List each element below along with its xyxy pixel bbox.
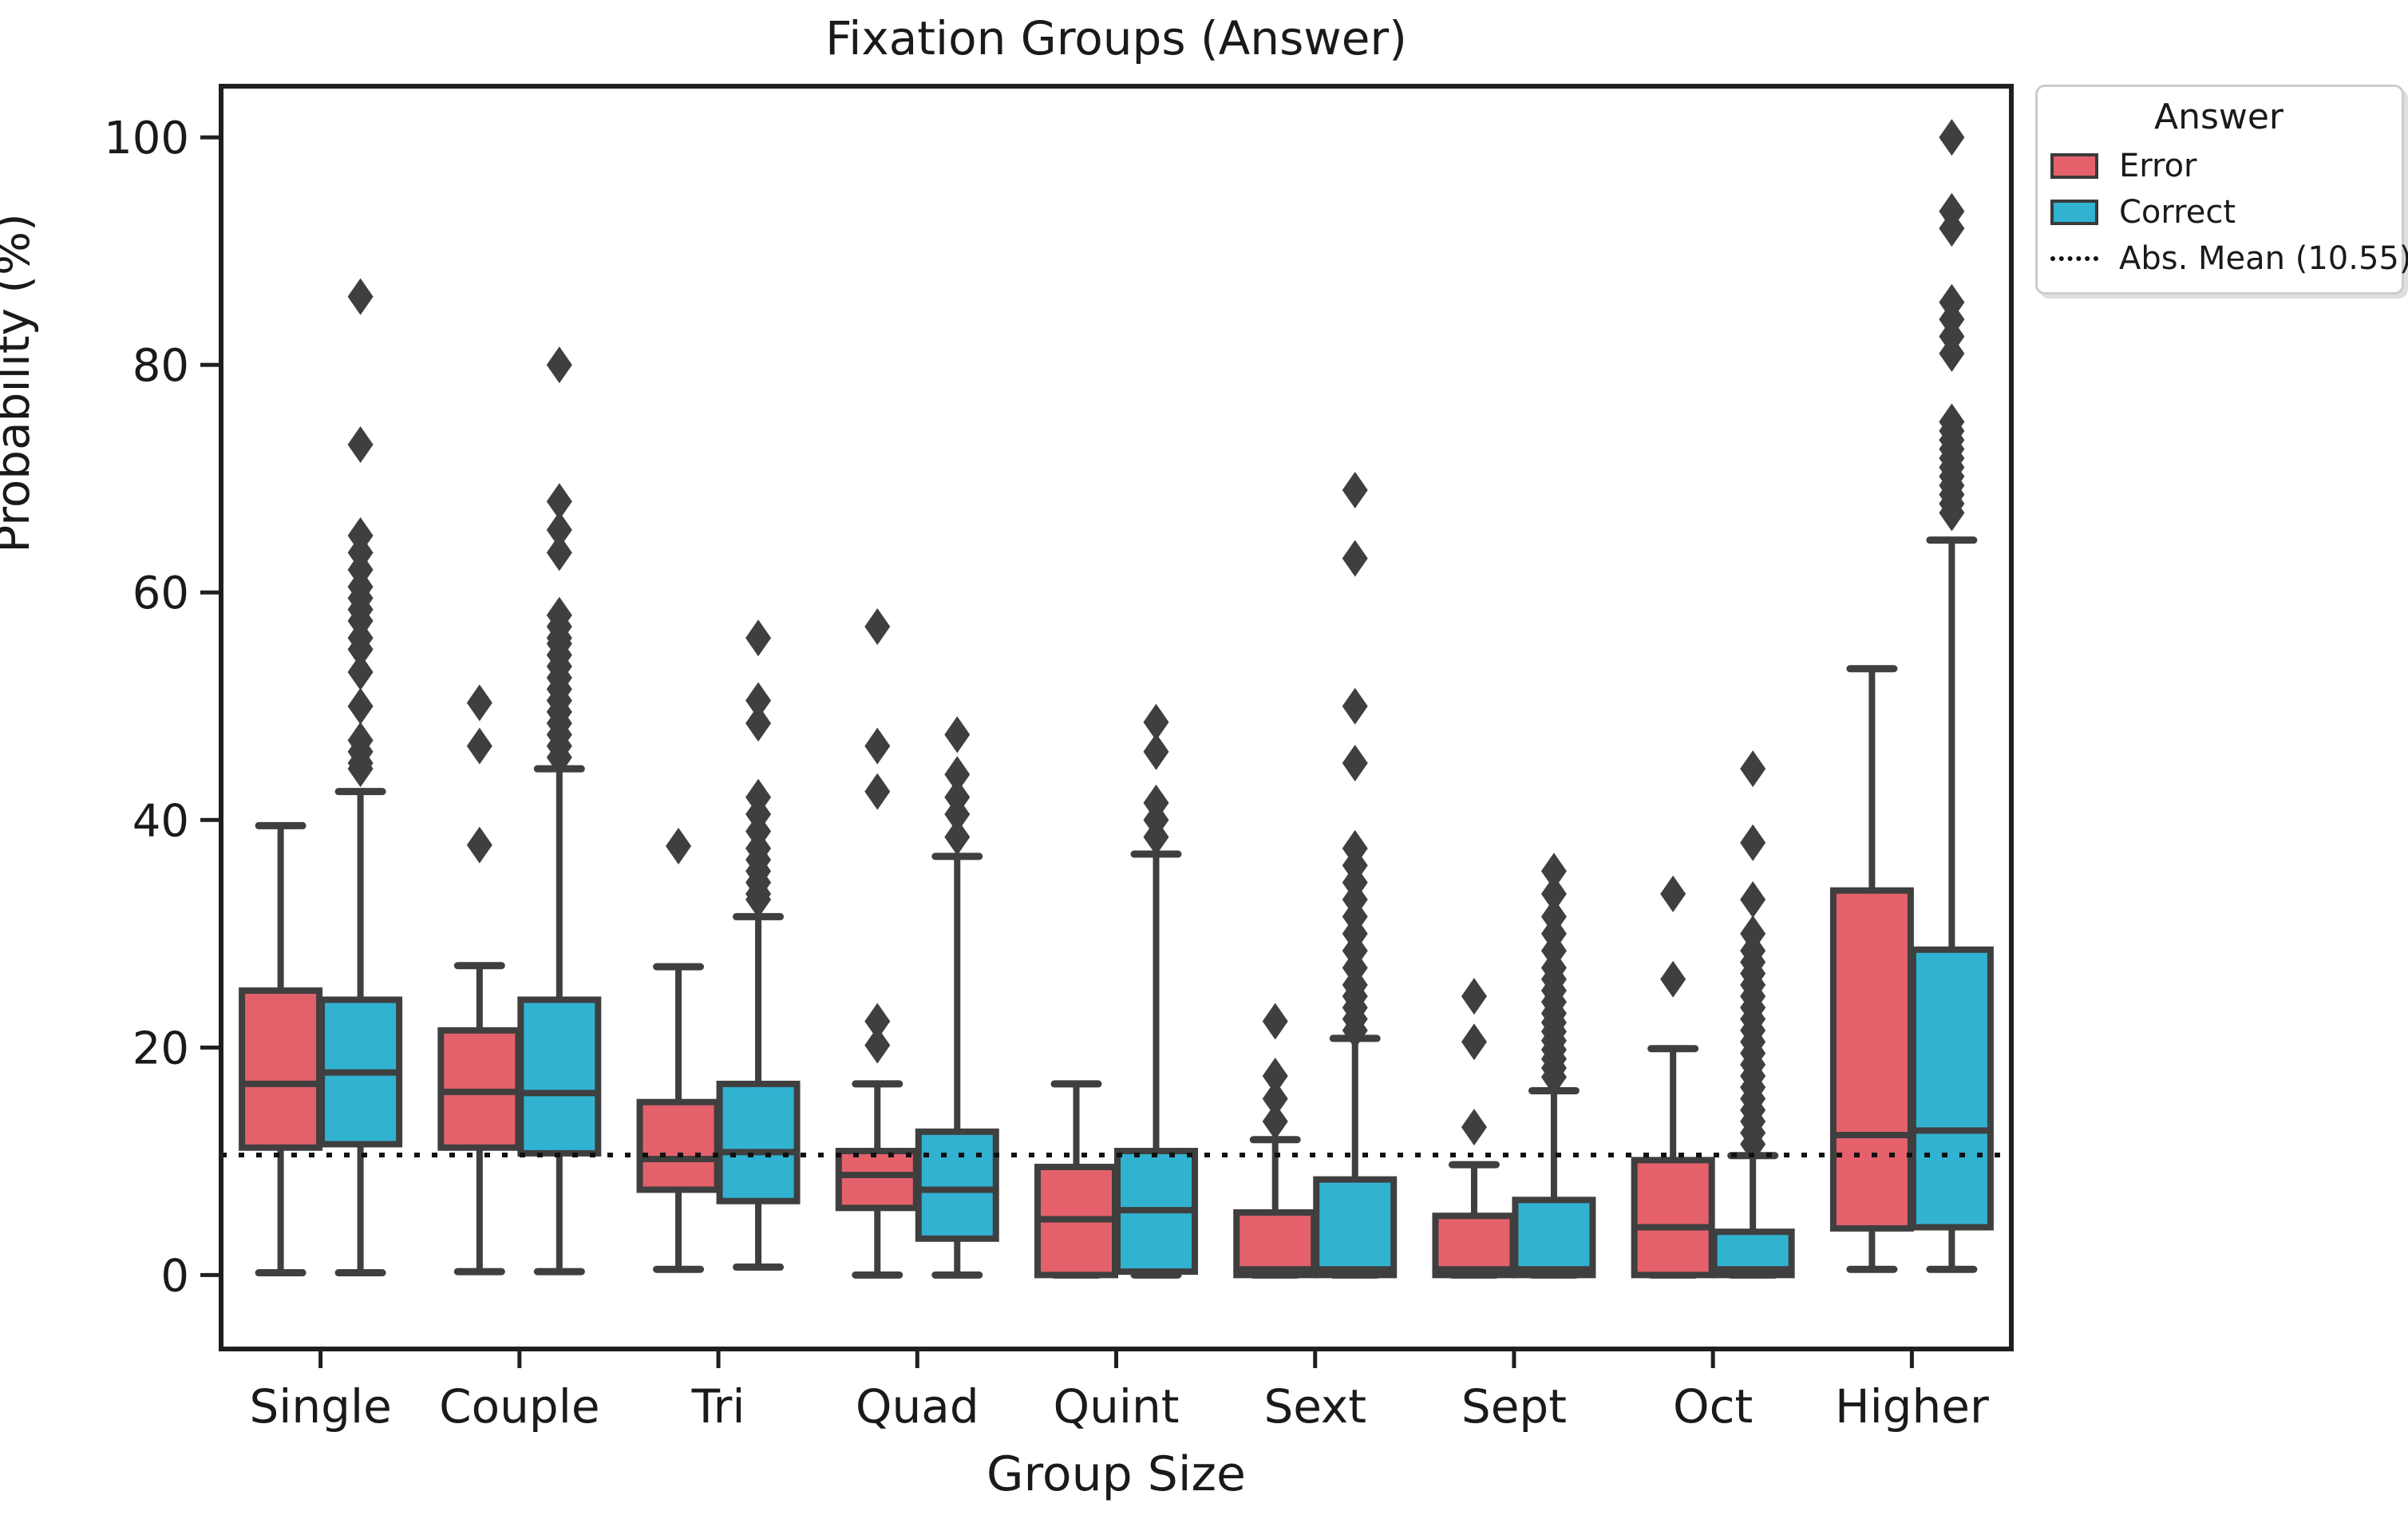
box-error-sept-outlier-diamond	[1461, 1023, 1487, 1061]
box-correct-oct-outlier-diamond	[1740, 881, 1766, 919]
y-tick-label: 0	[160, 1250, 189, 1302]
box-correct-oct-outlier-diamond	[1740, 1125, 1766, 1163]
box-correct-couple-outlier-diamond	[546, 738, 572, 776]
x-tick-label: Higher	[1835, 1379, 1989, 1434]
legend-item-label: Error	[2119, 148, 2197, 184]
box-correct-single-outlier-diamond	[347, 750, 374, 788]
box-error-quad	[835, 1148, 919, 1212]
correct-swatch-icon	[2050, 200, 2098, 225]
box-correct-quad-outlier-diamond	[944, 796, 971, 833]
box-error-quad-outlier-diamond	[864, 727, 891, 765]
box-correct-sept-outlier-diamond	[1540, 852, 1567, 890]
legend-item-label: Abs. Mean (10.55)	[2119, 240, 2408, 277]
box-correct-quad-outlier-diamond	[944, 818, 971, 856]
x-tick-label: Oct	[1673, 1379, 1753, 1434]
box-error-sext-outlier-diamond	[1262, 1003, 1288, 1040]
box-correct-tri-outlier-diamond	[745, 881, 772, 919]
legend-item-mean: Abs. Mean (10.55)	[2050, 240, 2408, 277]
y-tick-label: 100	[104, 113, 189, 164]
box-correct-quint-outlier-diamond	[1143, 733, 1169, 770]
box-correct-sept-outlier-diamond	[1540, 875, 1567, 912]
box-correct-single-outlier-diamond	[347, 687, 374, 725]
x-tick-label: Tri	[691, 1379, 745, 1434]
box-error-oct	[1631, 1157, 1715, 1279]
x-tick-label: Sext	[1263, 1379, 1366, 1434]
box-correct-higher-outlier-diamond	[1939, 494, 1965, 532]
box-error-tri	[636, 1098, 721, 1193]
legend-title: Answer	[2153, 97, 2284, 137]
x-tick-label: Couple	[439, 1379, 599, 1434]
box-error-sept-outlier-diamond	[1461, 978, 1487, 1015]
y-tick-label: 80	[132, 340, 189, 392]
y-tick-label: 60	[132, 568, 189, 619]
box-error-sext-outlier-diamond	[1262, 1080, 1288, 1117]
y-tick-label: 20	[132, 1023, 189, 1074]
box-error-couple-outlier-diamond	[466, 684, 492, 722]
box-correct-higher-outlier-diamond	[1939, 119, 1965, 156]
box-error-tri-outlier-diamond	[666, 828, 692, 865]
legend-item-error: Error	[2050, 148, 2387, 184]
box-correct-tri-outlier-diamond	[745, 705, 772, 742]
box-error-couple-outlier-diamond	[466, 727, 492, 765]
box-correct-quint-outlier-diamond	[1143, 703, 1169, 741]
box-correct-sext-outlier-diamond	[1342, 687, 1368, 725]
box-correct-single-outlier-diamond	[347, 653, 374, 690]
box-correct-sext-outlier-diamond	[1342, 745, 1368, 782]
box-correct-oct-outlier-diamond	[1740, 824, 1766, 861]
box-correct-sext-outlier-diamond	[1342, 1011, 1368, 1049]
box-correct-tri-outlier-diamond	[745, 682, 772, 719]
box-correct-higher	[1909, 946, 1994, 1231]
box-correct-couple	[517, 996, 602, 1157]
y-tick-label: 40	[132, 795, 189, 847]
box-correct-quad	[915, 1128, 999, 1242]
box-error-quad-outlier-diamond	[864, 773, 891, 810]
box-error-sept-outlier-diamond	[1461, 1109, 1487, 1146]
plot-border	[219, 84, 2014, 1351]
box-error-sext-outlier-diamond	[1262, 1102, 1288, 1140]
box-error-oct-outlier-diamond	[1660, 960, 1686, 998]
x-axis-label: Group Size	[987, 1446, 1246, 1502]
x-tick-label: Quint	[1053, 1379, 1179, 1434]
box-correct-sept	[1512, 1197, 1596, 1279]
box-correct-sext	[1313, 1176, 1398, 1279]
dotted-line-icon	[2050, 256, 2098, 261]
box-error-sext-outlier-diamond	[1262, 1057, 1288, 1094]
box-correct-single-outlier-diamond	[347, 425, 374, 463]
legend-item-correct: Correct	[2050, 194, 2387, 231]
error-swatch-icon	[2050, 153, 2098, 179]
box-correct-quad-outlier-diamond	[944, 716, 971, 754]
box-correct-couple-outlier-diamond	[546, 483, 572, 520]
box-error-quad-outlier-diamond	[864, 607, 891, 645]
legend: Answer Error Correct Abs. Mean (10.55)	[2035, 85, 2408, 295]
legend-item-label: Correct	[2119, 194, 2236, 231]
x-tick-label: Sept	[1461, 1379, 1567, 1434]
box-error-couple-outlier-diamond	[466, 826, 492, 864]
box-error-quad-outlier-diamond	[864, 1026, 891, 1064]
box-correct-tri	[716, 1080, 801, 1204]
box-correct-sept-outlier-diamond	[1540, 1058, 1567, 1096]
box-error-higher	[1829, 887, 1914, 1232]
box-correct-couple-outlier-diamond	[546, 534, 572, 572]
box-correct-oct-outlier-diamond	[1740, 750, 1766, 788]
box-correct-single-outlier-diamond	[347, 278, 374, 315]
box-error-single	[239, 987, 323, 1151]
box-error-sext	[1233, 1208, 1318, 1279]
box-correct-higher-outlier-diamond	[1939, 210, 1965, 247]
box-correct-single-outlier-diamond	[347, 631, 374, 668]
box-error-quad-outlier-diamond	[864, 1003, 891, 1040]
box-correct-couple-outlier-diamond	[546, 346, 572, 384]
box-correct-tri-outlier-diamond	[745, 619, 772, 657]
box-correct-sext-outlier-diamond	[1342, 471, 1368, 508]
box-correct-quad-outlier-diamond	[944, 756, 971, 793]
box-correct-higher-outlier-diamond	[1939, 334, 1965, 372]
box-correct-couple-outlier-diamond	[546, 511, 572, 548]
x-tick-label: Single	[249, 1379, 391, 1434]
chart-title: Fixation Groups (Answer)	[825, 11, 1407, 65]
box-correct-sext-outlier-diamond	[1342, 540, 1368, 577]
box-correct-quint-outlier-diamond	[1143, 818, 1169, 856]
box-error-oct-outlier-diamond	[1660, 875, 1686, 912]
x-tick-label: Quad	[856, 1379, 979, 1434]
